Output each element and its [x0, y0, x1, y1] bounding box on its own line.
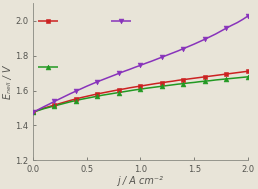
X-axis label: j / A cm⁻²: j / A cm⁻²: [118, 176, 163, 186]
Y-axis label: Eₙₑₗₗ / V: Eₙₑₗₗ / V: [3, 65, 13, 99]
